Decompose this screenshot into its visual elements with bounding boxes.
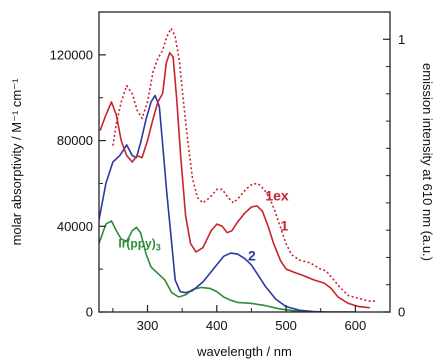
y2-tick-label: 1: [398, 32, 405, 47]
x-tick-label: 600: [345, 318, 367, 333]
x-tick-label: 300: [137, 318, 159, 333]
y-tick-label: 80000: [57, 133, 93, 148]
series-line-2: [99, 94, 357, 312]
y-tick-label: 0: [86, 305, 93, 320]
y2-axis-title: emission intensity at 610 nm (a.u.): [420, 63, 433, 261]
x-tick-label: 500: [275, 318, 297, 333]
y2-tick-label: 0: [398, 305, 405, 320]
series-line-1ex: [112, 27, 377, 302]
series-label-irppy3: Ir(ppy)3: [118, 237, 160, 253]
series-line-1: [99, 51, 370, 309]
series-layer: [99, 27, 377, 312]
series-label-1ex: 1ex: [265, 188, 289, 204]
y-tick-label: 120000: [50, 47, 93, 62]
series-label-2: 2: [248, 248, 256, 264]
series-labels: 1ex 1 2 Ir(ppy)3: [118, 188, 288, 264]
plot-frame: [98, 11, 391, 313]
x-axis-title: wavelength / nm: [196, 344, 292, 359]
y-tick-label: 40000: [57, 219, 93, 234]
series-label-1: 1: [281, 218, 289, 234]
ticks-layer: 300 400 500 600 0 40000 80000 120000 0 1: [50, 11, 405, 333]
x-tick-label: 400: [206, 318, 228, 333]
y-axis-title: molar absorptivity / M⁻¹ cm⁻¹: [9, 78, 24, 246]
series-line-irppy3: [99, 220, 322, 312]
